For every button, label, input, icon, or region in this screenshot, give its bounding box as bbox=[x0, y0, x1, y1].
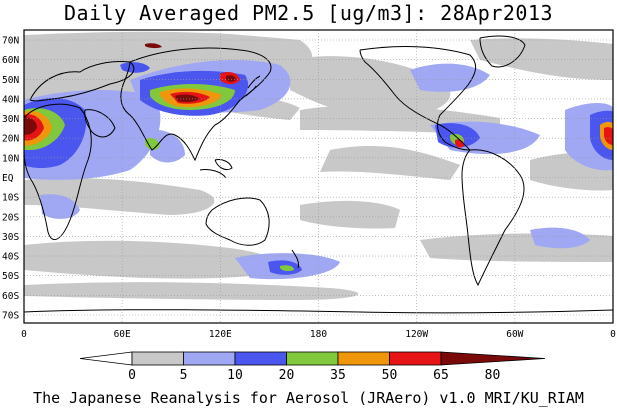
colorbar-segment bbox=[389, 351, 442, 366]
colorbar-segment bbox=[234, 351, 287, 366]
latitude-tick-label: 70N bbox=[2, 36, 19, 47]
colorbar-label: 0 bbox=[128, 368, 136, 383]
colorbar-segment bbox=[183, 351, 236, 366]
map-title: Daily Averaged PM2.5 [ug/m3]: 28Apr2013 bbox=[63, 1, 554, 25]
latitude-tick-label: 20S bbox=[2, 212, 19, 223]
latitude-tick-label: 30S bbox=[2, 232, 19, 243]
longitude-tick-label: 180 bbox=[310, 329, 327, 340]
colorbar-label: 35 bbox=[330, 368, 346, 383]
latitude-tick-label: EQ bbox=[2, 173, 14, 184]
footer-credit: The Japanese Reanalysis for Aerosol (JRA… bbox=[33, 389, 584, 407]
longitude-tick-label: 0 bbox=[610, 329, 616, 340]
grid-lines bbox=[24, 30, 613, 323]
latitude-tick-label: 30N bbox=[2, 114, 19, 125]
colorbar-label: 50 bbox=[382, 368, 398, 383]
map-frame bbox=[23, 29, 614, 324]
pm25-band-over-80 bbox=[24, 43, 236, 135]
colorbar-low-triangle bbox=[79, 351, 133, 366]
latitude-tick-label: 50N bbox=[2, 75, 19, 86]
latitude-tick-label: 60N bbox=[2, 55, 19, 66]
longitude-tick-label: 60E bbox=[114, 329, 131, 340]
latitude-tick-label: 10N bbox=[2, 153, 19, 164]
longitude-labels: 0 60E 120E 180 120W 60W 0 bbox=[21, 329, 616, 340]
latitude-tick-label: 60S bbox=[2, 291, 19, 302]
latitude-tick-label: 70S bbox=[2, 311, 19, 322]
longitude-tick-label: 120W bbox=[405, 329, 428, 340]
colorbar-segment bbox=[131, 351, 184, 366]
colorbar-segment bbox=[286, 351, 339, 366]
longitude-tick-label: 0 bbox=[21, 329, 27, 340]
colorbar-label: 10 bbox=[227, 368, 243, 383]
longitude-tick-label: 60W bbox=[506, 329, 523, 340]
colorbar-segment bbox=[337, 351, 390, 366]
latitude-tick-label: 40N bbox=[2, 94, 19, 105]
latitude-tick-label: 20N bbox=[2, 134, 19, 145]
colorbar-label: 5 bbox=[180, 368, 188, 383]
latitude-tick-label: 50S bbox=[2, 271, 19, 282]
latitude-tick-label: 40S bbox=[2, 252, 19, 263]
colorbar-label: 65 bbox=[433, 368, 449, 383]
latitude-labels: 70N 60N 50N 40N 30N 20N 10N EQ 10S 20S 30S 40S 50S 60… bbox=[2, 36, 19, 322]
pm25-field bbox=[24, 31, 613, 314]
longitude-tick-label: 120E bbox=[209, 329, 232, 340]
colorbar-high-triangle bbox=[440, 351, 546, 366]
colorbar-label: 80 bbox=[485, 368, 501, 383]
colorbar: 0 5 10 20 35 50 65 80 bbox=[79, 351, 546, 383]
colorbar-label: 20 bbox=[279, 368, 295, 383]
latitude-tick-label: 10S bbox=[2, 193, 19, 204]
